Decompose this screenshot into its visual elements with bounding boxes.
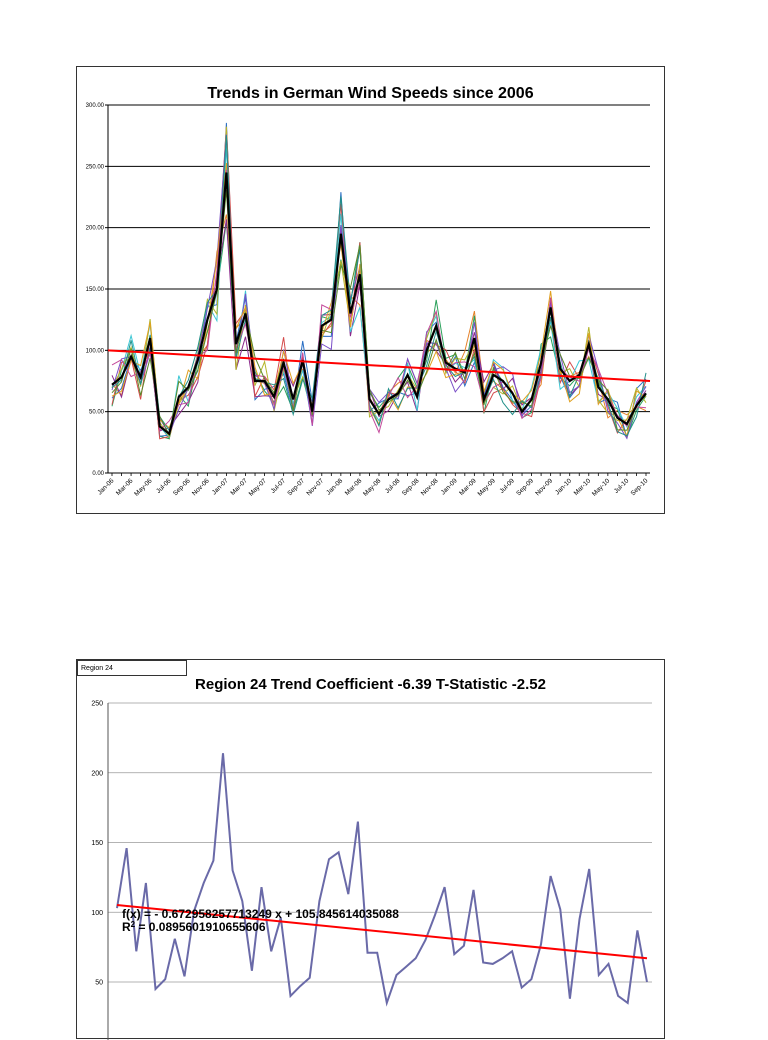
x-tick-label: Mar-07: [229, 477, 249, 497]
y-tick-label: 200: [91, 770, 103, 777]
y-tick-label: 150.00: [86, 287, 105, 293]
x-tick-label: Sep-08: [401, 477, 421, 497]
r-squared-letter: R: [122, 920, 131, 934]
x-tick-label: Mar-08: [344, 477, 364, 497]
x-tick-label: May-08: [362, 477, 383, 498]
x-tick-label: Sep-09: [515, 477, 535, 497]
y-tick-label: 200.00: [86, 226, 105, 232]
region-series-line: [111, 219, 647, 432]
x-tick-label: Jul-07: [270, 477, 288, 495]
x-tick-label: Jan-09: [440, 477, 459, 496]
r-squared-label: R2 = 0.0895601910655606: [122, 920, 266, 934]
y-tick-label: 250: [91, 701, 103, 708]
y-tick-label: 150: [91, 840, 103, 847]
region-24-series-line: [116, 753, 648, 1007]
trend-line: [107, 349, 651, 382]
region-series-line: [111, 134, 647, 440]
x-tick-label: Mar-06: [115, 477, 135, 497]
x-tick-label: Sep-10: [630, 477, 650, 497]
x-tick-label: Mar-09: [458, 477, 478, 497]
y-tick-label: 250.00: [86, 164, 105, 170]
x-tick-label: May-07: [248, 477, 269, 498]
x-tick-label: Jul-10: [613, 477, 631, 495]
y-tick-label: 300.00: [86, 103, 105, 109]
chart-1-plot: 0.00 50.00 100.00 150.00 200.00 250.00 300.00 J…: [86, 103, 651, 498]
x-tick-label: Jan-10: [554, 477, 573, 496]
x-tick-label: Jul-09: [498, 477, 516, 495]
x-tick-label: Jan-07: [211, 477, 230, 496]
r-squared-value: = 0.0895601910655606: [135, 920, 266, 934]
x-tick-label: Nov-06: [191, 477, 211, 497]
x-tick-label: Sep-07: [286, 477, 306, 497]
x-tick-label: Nov-08: [420, 477, 440, 497]
region-legend-box: Region 24: [77, 660, 187, 676]
x-tick-label: Jan-06: [96, 477, 115, 496]
y-tick-label: 100.00: [86, 348, 105, 354]
r-squared-superscript: 2: [131, 920, 136, 929]
mean-series-line: [111, 172, 647, 436]
x-tick-label: Jul-08: [384, 477, 402, 495]
region-series-line: [111, 127, 647, 440]
y-tick-label: 50: [95, 980, 103, 987]
x-tick-label: Mar-10: [573, 477, 593, 497]
region-series-line: [111, 190, 647, 437]
x-tick-label: May-06: [133, 477, 154, 498]
y-tick-label: 0.00: [92, 471, 104, 477]
chart-panel-2: Region 24 Region 24 Trend Coefficient -6…: [76, 659, 665, 1040]
region-series-line: [111, 221, 647, 440]
x-tick-label: May-10: [591, 477, 612, 498]
chart-panel-1: Trends in German Wind Speeds since 2006 …: [76, 66, 665, 514]
y-tick-label: 50.00: [89, 410, 105, 416]
x-tick-label: Jul-06: [155, 477, 173, 495]
chart-2-title: Region 24 Trend Coefficient -6.39 T-Stat…: [195, 676, 546, 693]
trend-line: [116, 904, 648, 960]
chart-2-plot: 50 100 150 200 250 f(x) = - 0.672958257713249…: [91, 701, 652, 1040]
x-tick-label: Sep-06: [172, 477, 192, 497]
x-tick-label: Nov-07: [305, 477, 325, 497]
y-tick-label: 100: [91, 910, 103, 917]
x-tick-label: Nov-09: [534, 477, 554, 497]
region-series-line: [111, 122, 647, 439]
region-series-line: [111, 214, 647, 440]
x-tick-label: May-09: [477, 477, 498, 498]
trend-equation: f(x) = - 0.672958257713249 x + 105.84561…: [122, 907, 399, 921]
x-tick-label: Jan-08: [325, 477, 344, 496]
chart-1-title: Trends in German Wind Speeds since 2006: [207, 85, 534, 102]
